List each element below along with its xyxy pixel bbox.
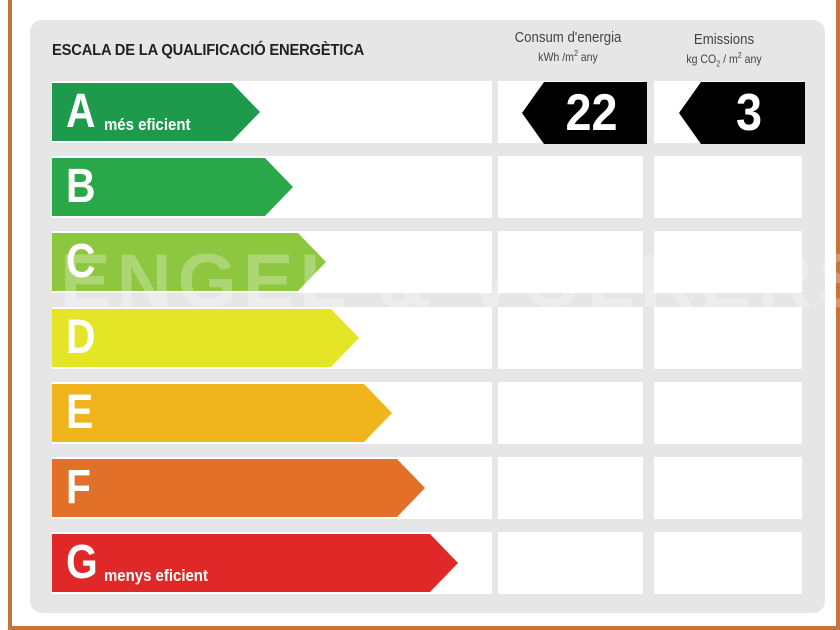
emissions-indicator: 3	[679, 82, 805, 144]
energy-column-label: Consum d'energia	[514, 29, 622, 46]
rating-letter: C	[66, 235, 96, 289]
rating-arrow-g	[52, 534, 458, 593]
energy-column-header: Consum d'energia kWh /m2 any	[502, 29, 634, 64]
rating-arrow-a	[52, 83, 260, 141]
emissions-value-cell	[654, 381, 802, 444]
rating-letter: G	[66, 536, 98, 590]
emissions-column-header: Emissions kg CO2 / m2 any	[654, 31, 793, 68]
rating-row-f: F	[52, 457, 802, 519]
emissions-value-cell	[654, 231, 802, 294]
rating-letter: A	[66, 85, 96, 138]
energy-indicator: 22	[522, 82, 647, 144]
rating-letter: D	[66, 310, 96, 364]
rating-arrow-e	[52, 383, 392, 442]
rating-sublabel: menys eficient	[104, 566, 208, 586]
rating-letter: F	[66, 461, 91, 514]
energy-value-cell	[498, 457, 643, 519]
rating-row-c: C	[52, 231, 802, 294]
rating-row-b: B	[52, 156, 802, 219]
emissions-column-label: Emissions	[693, 31, 755, 48]
energy-column-unit: kWh /m2 any	[538, 49, 598, 64]
rating-letter: E	[66, 385, 94, 439]
rating-letter: B	[66, 160, 96, 214]
frame-border-left	[0, 0, 16, 630]
energy-value-cell	[498, 156, 643, 219]
frame-border-bottom	[8, 626, 840, 630]
emissions-value-cell	[654, 532, 802, 595]
frame-border-right	[836, 0, 840, 630]
rating-arrow-d	[52, 308, 359, 367]
rating-arrow-c	[52, 233, 326, 292]
rating-arrow-f	[52, 459, 425, 517]
energy-value-cell	[498, 532, 643, 595]
emissions-column-unit: kg CO2 / m2 any	[686, 51, 762, 69]
energy-value-cell	[498, 231, 643, 294]
rating-arrow-b	[52, 158, 293, 217]
energy-value: 22	[565, 84, 618, 142]
emissions-value: 3	[735, 84, 763, 142]
emissions-value-cell	[654, 156, 802, 219]
rating-row-d: D	[52, 306, 802, 369]
energy-value-cell	[498, 306, 643, 369]
rating-sublabel: més eficient	[104, 115, 191, 134]
rating-row-e: E	[52, 381, 802, 444]
emissions-value-cell	[654, 306, 802, 369]
page-title: ESCALA DE LA QUALIFICACIÓ ENERGÈTICA	[52, 42, 365, 59]
emissions-value-cell	[654, 457, 802, 519]
energy-value-cell	[498, 381, 643, 444]
